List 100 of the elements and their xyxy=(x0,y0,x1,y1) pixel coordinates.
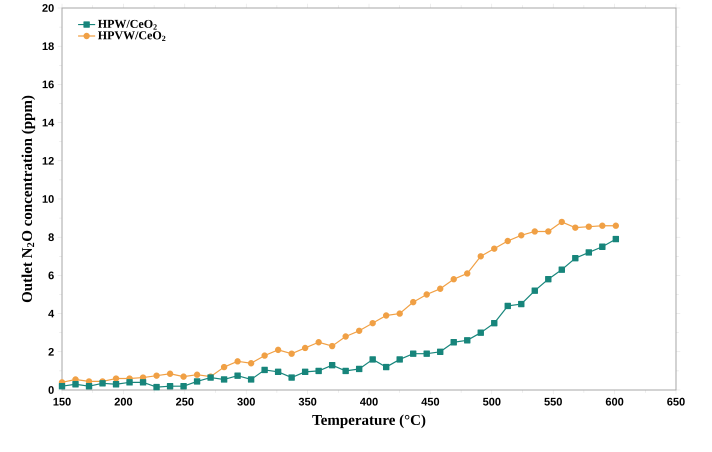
point xyxy=(424,350,430,357)
legend-label: HPVW/CeO$_{2}$ xyxy=(98,31,166,42)
point xyxy=(248,376,254,383)
point xyxy=(424,291,430,298)
point xyxy=(315,339,322,346)
point xyxy=(58,382,66,390)
y-tick-label: 6 xyxy=(48,272,54,280)
point xyxy=(342,368,349,374)
x-tick-label: 200 xyxy=(114,398,132,406)
point xyxy=(396,356,403,363)
point xyxy=(302,368,308,376)
point xyxy=(302,344,308,352)
point xyxy=(410,298,416,306)
point xyxy=(234,372,241,379)
x-tick-label: 650 xyxy=(667,398,685,406)
point xyxy=(261,352,268,359)
point xyxy=(194,372,200,378)
y-tick-label: 0 xyxy=(48,386,54,394)
point xyxy=(437,286,444,292)
point xyxy=(532,228,538,235)
point xyxy=(558,218,565,226)
point xyxy=(491,245,498,252)
point xyxy=(612,222,620,229)
point xyxy=(194,378,200,385)
x-axis-title: Temperature (°C) xyxy=(312,414,426,428)
point xyxy=(180,373,187,380)
point xyxy=(504,238,511,244)
point xyxy=(166,382,174,390)
point xyxy=(274,368,282,376)
point xyxy=(220,364,228,370)
point xyxy=(342,333,349,340)
x-tick-label: 400 xyxy=(360,398,378,406)
point xyxy=(599,244,606,250)
y-tick-label: 20 xyxy=(42,4,54,12)
point xyxy=(328,342,336,350)
legend-label: HPW/CeO$_{2}$ xyxy=(98,20,157,30)
point xyxy=(72,381,79,388)
point xyxy=(261,366,268,374)
point xyxy=(532,287,538,294)
x-tick-label: 250 xyxy=(176,398,194,406)
point xyxy=(153,372,160,379)
point xyxy=(369,320,376,326)
point xyxy=(450,339,457,346)
point xyxy=(464,270,470,277)
point xyxy=(220,376,228,383)
point xyxy=(140,379,146,386)
y-tick-label: 18 xyxy=(42,42,54,50)
y-tick-label: 4 xyxy=(48,310,54,318)
x-tick-label: 500 xyxy=(482,398,501,406)
point xyxy=(491,320,498,326)
point xyxy=(369,356,376,363)
point xyxy=(274,346,282,354)
x-tick-label: 350 xyxy=(298,398,316,406)
point xyxy=(315,368,322,374)
y-tick-label: 2 xyxy=(48,348,54,356)
x-tick-label: 450 xyxy=(421,398,440,406)
x-tick-label: 150 xyxy=(54,398,71,406)
point xyxy=(382,364,390,370)
point xyxy=(86,382,92,390)
x-tick-label: 300 xyxy=(237,398,255,406)
y-axis-title: Outlet N$_{2}$O concentration (ppm) xyxy=(22,96,36,302)
point xyxy=(437,348,444,355)
point xyxy=(478,329,484,336)
y-tick-label: 14 xyxy=(42,118,54,126)
point xyxy=(478,253,484,260)
point xyxy=(180,382,187,390)
point xyxy=(234,358,241,365)
point xyxy=(545,228,552,235)
y-tick-label: 8 xyxy=(48,233,54,242)
point xyxy=(288,350,295,357)
point xyxy=(410,350,416,357)
y-tick-label: 10 xyxy=(42,195,54,203)
x-tick-label: 600 xyxy=(606,398,624,406)
point xyxy=(356,366,362,372)
point xyxy=(518,300,524,308)
point xyxy=(328,362,336,368)
point xyxy=(518,232,524,238)
y-tick-label: 12 xyxy=(42,156,54,165)
y-tick-label: 16 xyxy=(42,80,54,88)
point xyxy=(504,302,511,310)
point xyxy=(382,312,390,319)
point xyxy=(112,375,120,382)
point xyxy=(572,255,578,262)
point xyxy=(572,224,578,231)
point xyxy=(612,236,620,242)
point xyxy=(599,222,606,229)
point xyxy=(558,266,565,273)
point xyxy=(288,374,295,381)
point xyxy=(450,276,457,282)
point xyxy=(126,379,133,386)
point xyxy=(586,223,592,230)
point xyxy=(248,360,254,366)
point xyxy=(545,276,552,282)
point xyxy=(586,249,592,256)
point xyxy=(356,328,362,334)
point xyxy=(153,384,160,390)
point xyxy=(166,370,174,377)
point xyxy=(464,337,470,344)
point xyxy=(396,310,403,317)
x-tick-label: 550 xyxy=(544,398,562,406)
